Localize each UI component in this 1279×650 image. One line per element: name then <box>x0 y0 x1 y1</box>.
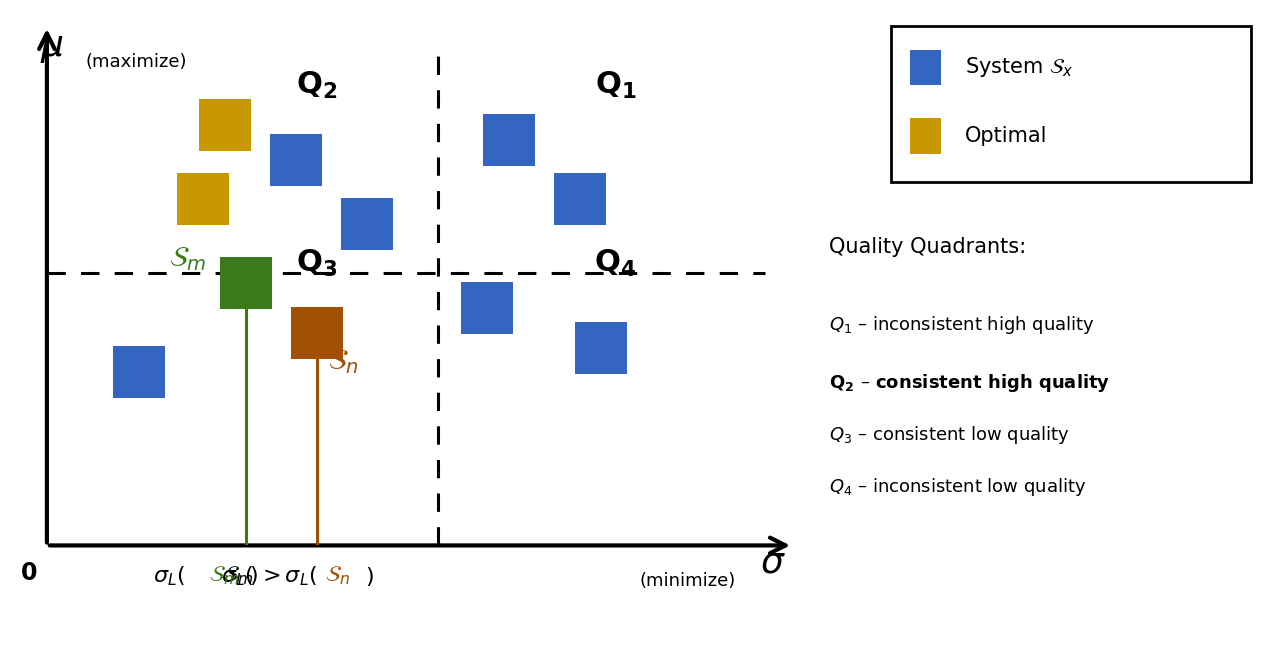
Text: $Q_4$ – inconsistent low quality: $Q_4$ – inconsistent low quality <box>829 476 1087 499</box>
Text: $Q_1$ – inconsistent high quality: $Q_1$ – inconsistent high quality <box>829 314 1095 336</box>
Point <box>591 343 611 353</box>
Text: $)$: $)$ <box>366 565 373 588</box>
Text: Optimal: Optimal <box>964 126 1048 146</box>
Point <box>215 120 235 130</box>
Point <box>307 328 327 338</box>
Text: $\mathbf{Q_4}$: $\mathbf{Q_4}$ <box>595 248 637 279</box>
Point <box>499 135 519 145</box>
Text: $\mathbf{Q_2}$: $\mathbf{Q_2}$ <box>297 70 338 101</box>
Text: $\mathbf{Q_2}$ – consistent high quality: $\mathbf{Q_2}$ – consistent high quality <box>829 372 1110 395</box>
Bar <box>909 49 941 85</box>
Text: $\mathbf{Q_3}$: $\mathbf{Q_3}$ <box>297 248 338 279</box>
Text: $\mathcal{S}_n$: $\mathcal{S}_n$ <box>325 565 350 588</box>
Point <box>193 194 214 204</box>
Text: $\mathbf{Q_1}$: $\mathbf{Q_1}$ <box>595 70 636 101</box>
Text: 0: 0 <box>20 561 37 584</box>
Point <box>129 367 150 378</box>
Bar <box>909 118 941 154</box>
Text: $\sigma$: $\sigma$ <box>760 546 785 580</box>
Text: (minimize): (minimize) <box>640 572 737 590</box>
Text: System $\mathcal{S}_x$: System $\mathcal{S}_x$ <box>964 55 1073 79</box>
Text: $\mathcal{S}_n$: $\mathcal{S}_n$ <box>327 348 358 376</box>
Text: $\mathcal{S}_m$: $\mathcal{S}_m$ <box>223 565 253 588</box>
Text: $\mathcal{S}_m$: $\mathcal{S}_m$ <box>208 565 239 588</box>
FancyBboxPatch shape <box>891 26 1251 182</box>
Point <box>569 194 590 204</box>
Text: $) > \sigma_L($: $) > \sigma_L($ <box>249 564 317 588</box>
Point <box>357 218 377 229</box>
Text: $\mathcal{S}_m$: $\mathcal{S}_m$ <box>169 245 207 274</box>
Text: (maximize): (maximize) <box>86 53 188 72</box>
Point <box>477 303 498 313</box>
Text: $\mu$: $\mu$ <box>40 31 64 65</box>
Point <box>285 154 306 164</box>
Text: Quality Quadrants:: Quality Quadrants: <box>829 237 1027 257</box>
Text: $\sigma_L($: $\sigma_L($ <box>221 564 253 588</box>
Text: $Q_3$ – consistent low quality: $Q_3$ – consistent low quality <box>829 424 1071 447</box>
Text: $\sigma_L($: $\sigma_L($ <box>153 564 185 588</box>
Point <box>235 278 256 289</box>
